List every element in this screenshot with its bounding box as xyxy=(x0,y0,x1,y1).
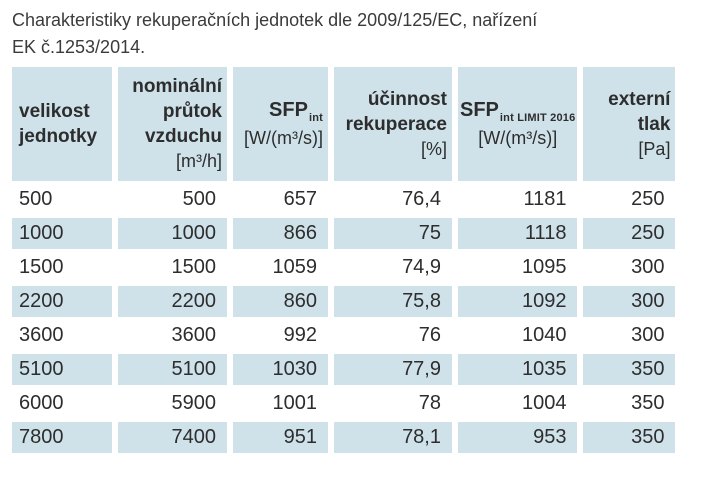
table-row: 6000 5900 1001 78 1004 350 xyxy=(12,388,675,419)
cell-velikost-jednotky: 2200 xyxy=(12,286,112,317)
header-text: nominální xyxy=(132,76,222,97)
cell-sfp-int-limit-2016: 1035 xyxy=(458,354,578,385)
cell-nominalni-prutok: 5900 xyxy=(171,392,217,414)
cell-sfp-int-limit-2016: 1118 xyxy=(458,218,578,249)
cell-externi-tlak: 300 xyxy=(631,324,665,346)
header-unit: [m³/h] xyxy=(175,151,222,171)
header-text: tlak xyxy=(637,113,671,135)
cell-externi-tlak: 250 xyxy=(583,218,676,249)
cell-sfp-int: 992 xyxy=(283,324,317,346)
header-unit: [W/(m³/s)] xyxy=(244,127,323,148)
cell-nominalni-prutok: 500 xyxy=(182,188,216,210)
cell-externi-tlak: 300 xyxy=(583,286,676,317)
cell-sfp-int: 1030 xyxy=(233,354,328,385)
cell-nominalni-prutok: 2200 xyxy=(118,286,227,317)
cell-ucinnost-rekuperace: 75 xyxy=(334,218,452,249)
cell-sfp-int-limit-2016: 1181 xyxy=(523,188,567,210)
table-body: 500 500 657 76,4 1181 250 1000 1000 866 75 1118 250… xyxy=(12,184,676,453)
cell-nominalni-prutok: 3600 xyxy=(171,324,217,346)
header-text: SFPint LIMIT 2016 xyxy=(460,98,575,126)
title-line-1: Charakteristiky rekuperačních jednotek d… xyxy=(12,10,538,30)
table-row: 7800 7400 951 78,1 953 350 xyxy=(12,422,676,453)
header-text: jednotky xyxy=(19,126,98,147)
col-header-ucinnost-rekuperace: účinnost rekuperace [%] xyxy=(334,67,452,181)
header-text: rekuperace xyxy=(345,113,447,135)
cell-externi-tlak: 350 xyxy=(631,392,665,414)
cell-sfp-int-limit-2016: 1040 xyxy=(521,324,567,346)
cell-sfp-int: 1001 xyxy=(272,392,318,414)
sfp-subscript: int xyxy=(308,111,323,124)
table-row: 5100 5100 1030 77,9 1035 350 xyxy=(12,354,676,385)
table-row: 2200 2200 860 75,8 1092 300 xyxy=(12,286,676,317)
cell-ucinnost-rekuperace: 76 xyxy=(418,324,441,346)
cell-velikost-jednotky: 6000 xyxy=(19,392,64,414)
cell-velikost-jednotky: 7800 xyxy=(12,422,112,453)
header-unit: [Pa] xyxy=(638,138,671,159)
cell-sfp-int: 866 xyxy=(233,218,328,249)
cell-sfp-int-limit-2016: 953 xyxy=(458,422,578,453)
header-text: vzduchu xyxy=(144,126,222,147)
cell-sfp-int-limit-2016: 1004 xyxy=(521,392,567,414)
cell-sfp-int: 951 xyxy=(233,422,328,453)
cell-externi-tlak: 350 xyxy=(583,354,676,385)
table-row: 1500 1500 1059 74,9 1095 300 xyxy=(12,252,675,283)
cell-velikost-jednotky: 3600 xyxy=(19,324,64,346)
col-header-velikost-jednotky: velikost jednotky xyxy=(12,67,112,181)
col-header-nominalni-prutok: nominální průtok vzduchu [m³/h] xyxy=(118,67,227,181)
header-text: SFPint xyxy=(238,98,323,126)
cell-velikost-jednotky: 1500 xyxy=(19,256,64,278)
cell-velikost-jednotky: 500 xyxy=(19,188,53,210)
title-line-2: EK č.1253/2014. xyxy=(12,37,146,57)
header-text: účinnost xyxy=(367,88,447,110)
cell-ucinnost-rekuperace: 78,1 xyxy=(334,422,452,453)
cell-nominalni-prutok: 5100 xyxy=(118,354,227,385)
header-unit: [%] xyxy=(420,138,447,159)
table-row: 3600 3600 992 76 1040 300 xyxy=(12,320,675,351)
sfp-label: SFP xyxy=(269,98,308,121)
header-text: velikost xyxy=(19,101,90,122)
cell-sfp-int-limit-2016: 1092 xyxy=(458,286,578,317)
cell-nominalni-prutok: 7400 xyxy=(118,422,227,453)
header-unit: [W/(m³/s)] xyxy=(478,127,558,148)
cell-ucinnost-rekuperace: 75,8 xyxy=(334,286,452,317)
cell-ucinnost-rekuperace: 74,9 xyxy=(402,256,441,278)
page-title: Charakteristiky rekuperačních jednotek d… xyxy=(12,7,537,61)
cell-nominalni-prutok: 1000 xyxy=(118,218,227,249)
sfp-subscript: int LIMIT 2016 xyxy=(499,111,576,124)
cell-ucinnost-rekuperace: 77,9 xyxy=(334,354,452,385)
cell-velikost-jednotky: 5100 xyxy=(12,354,112,385)
cell-externi-tlak: 250 xyxy=(631,188,665,210)
cell-ucinnost-rekuperace: 76,4 xyxy=(402,188,441,210)
cell-externi-tlak: 300 xyxy=(631,256,665,278)
header-row: velikost jednotky nominální průtok vzduc… xyxy=(12,67,676,181)
table-row: 1000 1000 866 75 1118 250 xyxy=(12,218,676,249)
header-text: externí xyxy=(608,88,671,110)
cell-velikost-jednotky: 1000 xyxy=(12,218,112,249)
cell-ucinnost-rekuperace: 78 xyxy=(418,392,441,414)
recuperation-characteristics-table: velikost jednotky nominální průtok vzduc… xyxy=(6,64,681,456)
header-text: průtok xyxy=(162,101,222,122)
col-header-sfp-int-limit-2016: SFPint LIMIT 2016 [W/(m³/s)] xyxy=(458,67,578,181)
cell-externi-tlak: 350 xyxy=(583,422,676,453)
cell-sfp-int-limit-2016: 1095 xyxy=(521,256,567,278)
cell-nominalni-prutok: 1500 xyxy=(171,256,217,278)
col-header-externi-tlak: externí tlak [Pa] xyxy=(583,67,676,181)
col-header-sfp-int: SFPint [W/(m³/s)] xyxy=(233,67,328,181)
cell-sfp-int: 1059 xyxy=(272,256,318,278)
cell-sfp-int: 860 xyxy=(233,286,328,317)
sfp-label: SFP xyxy=(460,98,499,121)
table-row: 500 500 657 76,4 1181 250 xyxy=(12,184,675,215)
cell-sfp-int: 657 xyxy=(283,188,317,210)
